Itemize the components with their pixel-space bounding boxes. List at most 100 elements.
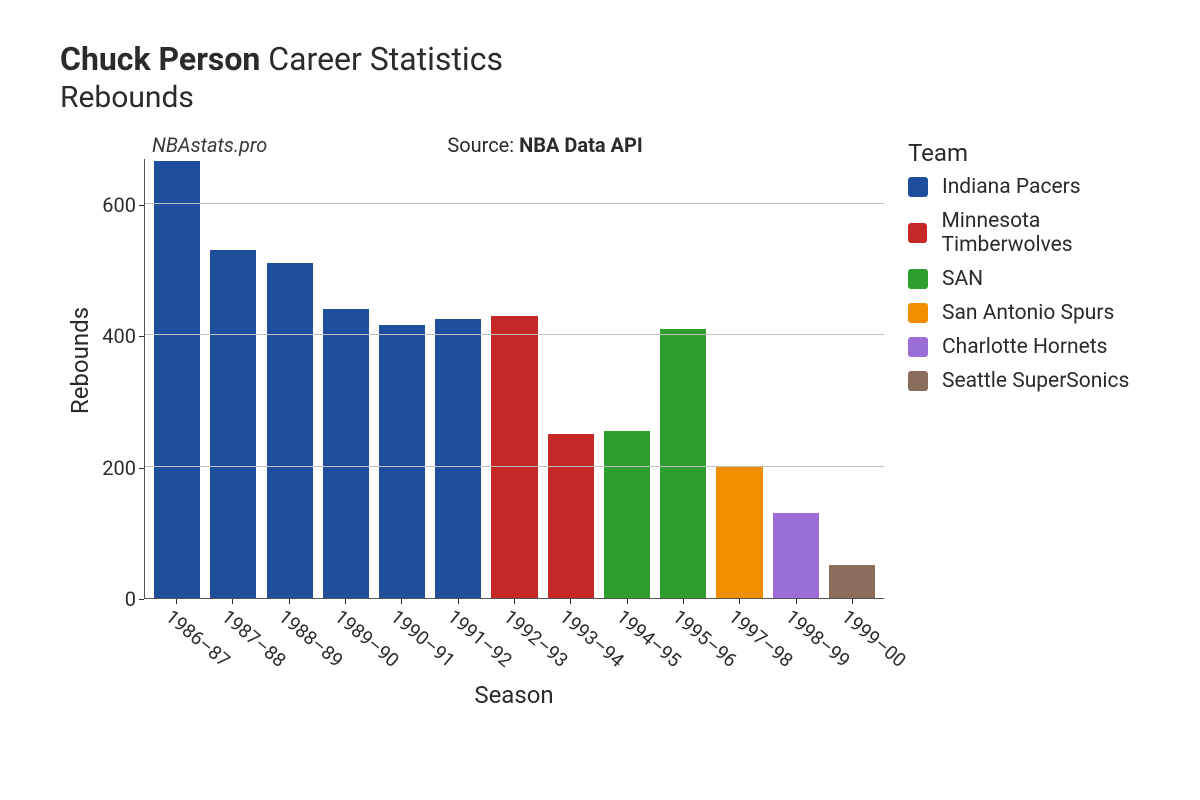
legend-label: SAN: [942, 267, 983, 291]
x-tick-mark: [345, 599, 346, 604]
x-tick-slot: 1994–95: [599, 599, 655, 669]
x-axis-label: Season: [144, 681, 884, 709]
legend-label: Minnesota Timberwolves: [941, 209, 1170, 257]
x-tick-mark: [683, 599, 684, 604]
source-prefix: Source:: [447, 133, 519, 157]
bars-group: [145, 159, 884, 598]
legend-swatch: [908, 269, 928, 289]
bar: [435, 319, 481, 598]
x-tick-mark: [570, 599, 571, 604]
chart-subtitle: Rebounds: [60, 80, 1170, 115]
plot-area: [144, 159, 884, 599]
x-tick-mark: [627, 599, 628, 604]
title-bold: Chuck Person: [60, 40, 260, 78]
legend-label: Charlotte Hornets: [942, 335, 1107, 359]
x-tick-slot: 1988–89: [261, 599, 317, 669]
legend-label: Indiana Pacers: [942, 175, 1081, 199]
bar: [210, 250, 256, 598]
legend-item: Indiana Pacers: [908, 175, 1170, 199]
legend-swatch: [908, 371, 928, 391]
x-tick-slot: 1998–99: [767, 599, 823, 669]
bar: [716, 467, 762, 598]
source-name: NBA Data API: [519, 133, 643, 157]
x-tick-mark: [739, 599, 740, 604]
bar: [604, 431, 650, 598]
x-ticks: 1986–871987–881988–891989–901990–911991–…: [144, 599, 884, 669]
x-tick-slot: 1999–00: [824, 599, 880, 669]
legend-label: San Antonio Spurs: [942, 301, 1114, 325]
x-tick-mark: [232, 599, 233, 604]
bar-slot: [149, 159, 205, 598]
x-tick-mark: [796, 599, 797, 604]
x-tick-mark: [401, 599, 402, 604]
x-tick-slot: 1989–90: [317, 599, 373, 669]
bar: [548, 434, 594, 598]
plot-column: NBAstats.pro Source: NBA Data API 0 200 40…: [94, 133, 884, 709]
bar-slot: [655, 159, 711, 598]
legend-swatch: [908, 303, 928, 323]
x-tick-mark: [514, 599, 515, 604]
title-rest: Career Statistics: [260, 40, 503, 78]
chart-container: Chuck Person Career Statistics Rebounds …: [0, 0, 1200, 729]
x-tick-slot: 1991–92: [430, 599, 486, 669]
y-axis-label: Rebounds: [60, 307, 94, 414]
legend-label: Seattle SuperSonics: [942, 369, 1129, 393]
bar-slot: [374, 159, 430, 598]
legend-swatch: [908, 177, 928, 197]
legend-items: Indiana Pacers Minnesota Timberwolves SAN S…: [908, 175, 1170, 393]
bar: [154, 161, 200, 598]
legend-title: Team: [908, 139, 1170, 167]
x-tick-slot: 1987–88: [204, 599, 260, 669]
y-tick-label: 600: [102, 195, 136, 215]
x-tick-slot: 1993–94: [542, 599, 598, 669]
gridline: [145, 466, 884, 467]
bar-slot: [486, 159, 542, 598]
bar: [660, 329, 706, 598]
bar-slot: [768, 159, 824, 598]
bar: [773, 513, 819, 598]
bar: [323, 309, 369, 598]
bar-slot: [711, 159, 767, 598]
x-tick-slot: 1986–87: [148, 599, 204, 669]
bar-slot: [430, 159, 486, 598]
x-tick-mark: [458, 599, 459, 604]
legend-item: Charlotte Hornets: [908, 335, 1170, 359]
bar-slot: [261, 159, 317, 598]
source-annotation: Source: NBA Data API: [447, 133, 642, 157]
title-block: Chuck Person Career Statistics Rebounds: [60, 40, 1170, 115]
bar: [379, 325, 425, 598]
y-tick-label: 0: [125, 589, 136, 609]
gridline: [145, 334, 884, 335]
bar-slot: [318, 159, 374, 598]
bar: [267, 263, 313, 598]
gridline: [145, 203, 884, 204]
legend-item: Seattle SuperSonics: [908, 369, 1170, 393]
chart-title: Chuck Person Career Statistics: [60, 40, 1170, 78]
site-annotation: NBAstats.pro: [152, 133, 267, 157]
bar-slot: [543, 159, 599, 598]
bar-slot: [599, 159, 655, 598]
chart-wrap: Rebounds NBAstats.pro Source: NBA Data A…: [60, 133, 1170, 709]
y-tick-label: 200: [102, 458, 136, 478]
x-tick-label: 1999–00: [837, 605, 910, 672]
x-tick-mark: [852, 599, 853, 604]
legend-swatch: [908, 223, 927, 243]
x-tick-mark: [289, 599, 290, 604]
y-ticks: 0200400600: [94, 159, 144, 599]
annotation-row: NBAstats.pro Source: NBA Data API: [94, 133, 884, 157]
bar: [829, 565, 875, 598]
x-tick-slot: 1992–93: [486, 599, 542, 669]
bar-slot: [824, 159, 880, 598]
plot-row: 0200400600: [94, 159, 884, 599]
x-tick-mark: [176, 599, 177, 604]
legend: Team Indiana Pacers Minnesota Timberwolve…: [908, 139, 1170, 403]
legend-swatch: [908, 337, 928, 357]
bar-slot: [205, 159, 261, 598]
bar: [491, 316, 537, 598]
legend-item: San Antonio Spurs: [908, 301, 1170, 325]
legend-item: SAN: [908, 267, 1170, 291]
x-tick-slot: 1990–91: [373, 599, 429, 669]
y-tick-label: 400: [102, 326, 136, 346]
legend-item: Minnesota Timberwolves: [908, 209, 1170, 257]
x-tick-slot: 1997–98: [711, 599, 767, 669]
